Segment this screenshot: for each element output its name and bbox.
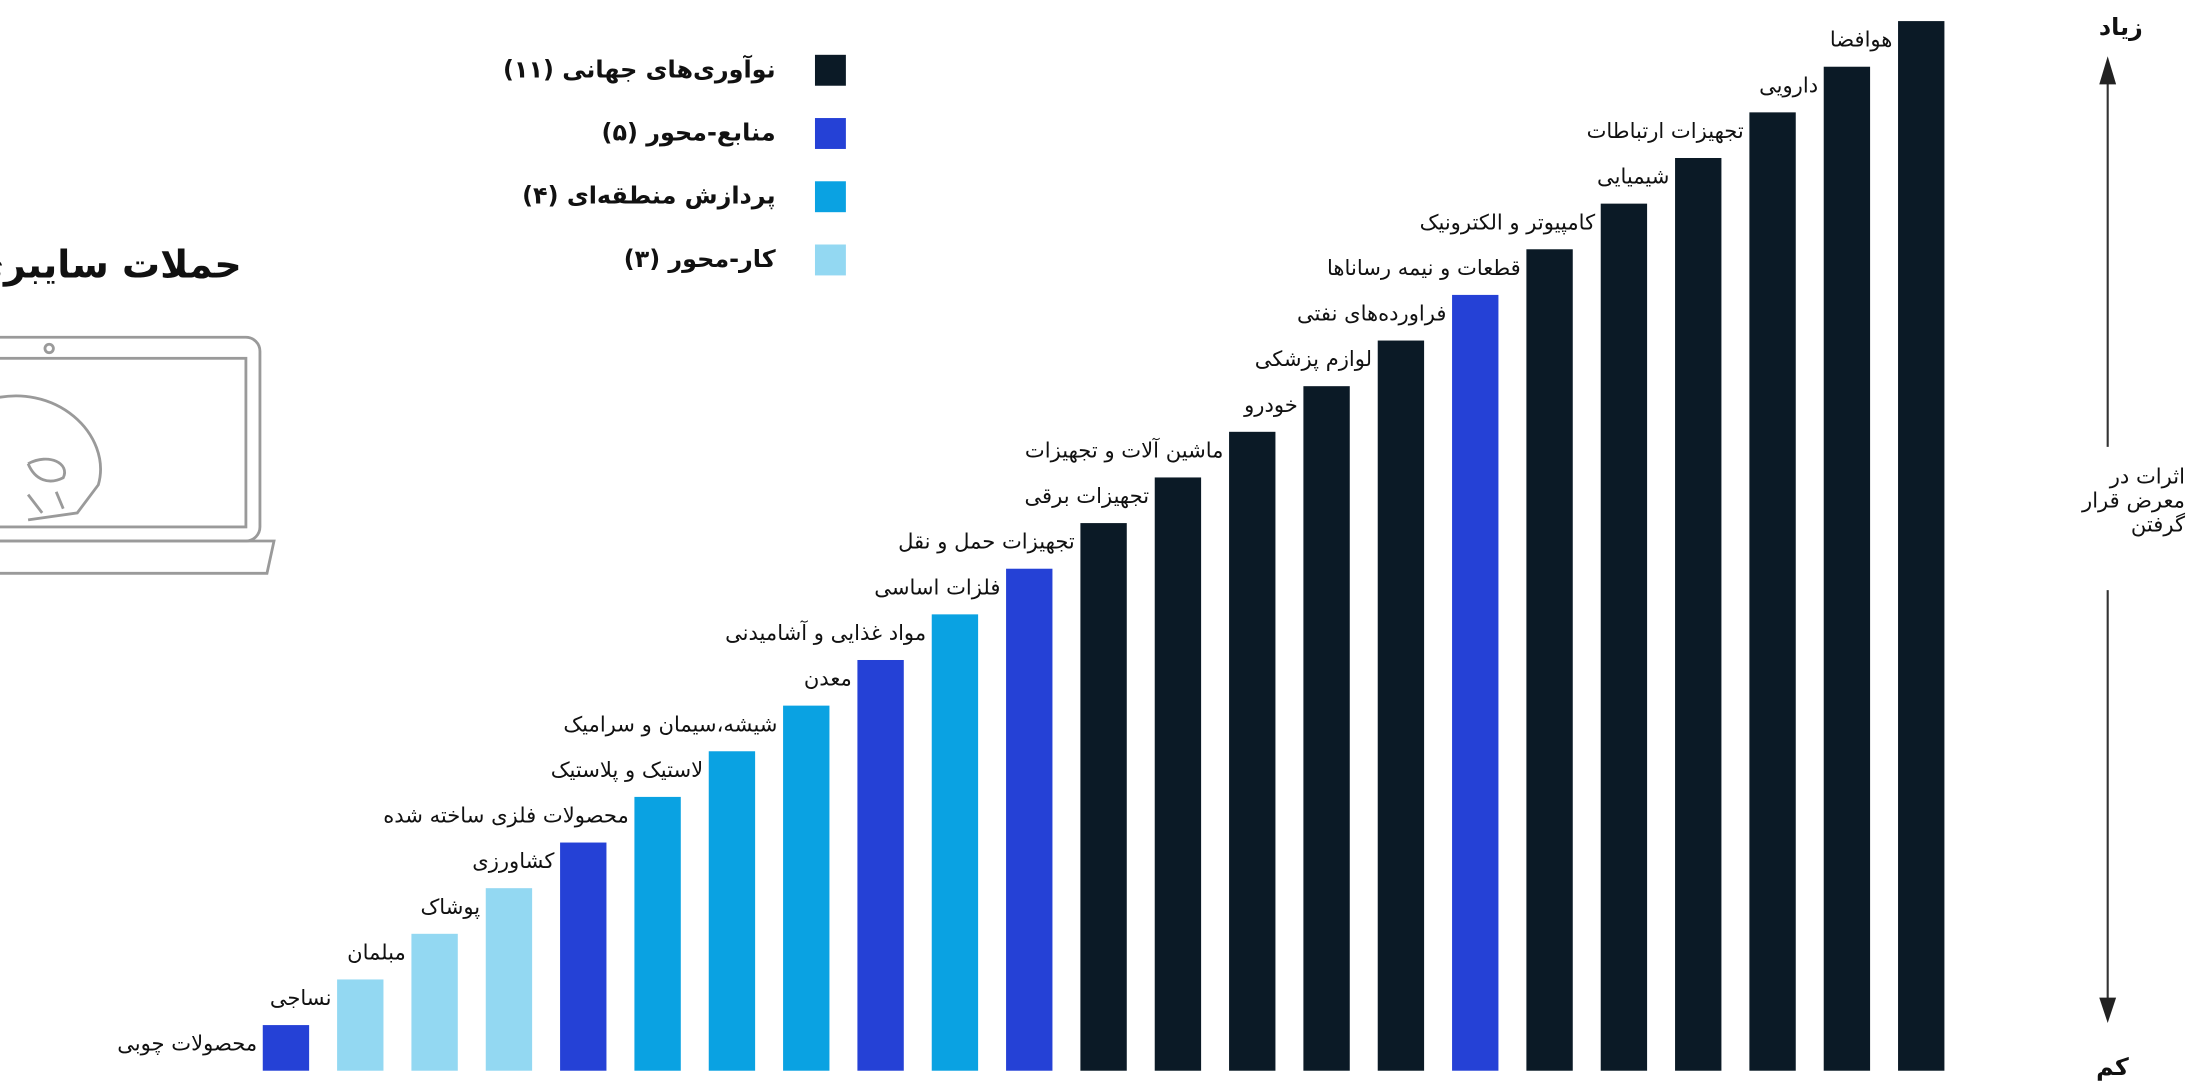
bar — [485, 888, 533, 1071]
bar — [634, 796, 681, 1071]
laptop-icon — [0, 335, 276, 575]
bar-label: خودرو — [1243, 392, 1298, 417]
bar — [337, 979, 384, 1071]
bar-label: شیشه،سیمان و سرامیک — [563, 711, 777, 736]
bar — [1303, 386, 1350, 1071]
bar — [411, 933, 458, 1071]
legend-swatch — [814, 181, 846, 213]
bar — [1749, 112, 1796, 1071]
axis-label: گرفتن — [2131, 512, 2186, 537]
bar-label: مواد غذایی و آشامیدنی — [725, 620, 926, 645]
legend-label: نوآوری‌های جهانی (۱۱) — [503, 54, 776, 83]
bar — [1898, 21, 1945, 1071]
bar-label: معدن — [804, 666, 852, 691]
bar-label: فلزات اساسی — [874, 574, 1000, 599]
axis-top-label: زیاد — [2099, 13, 2143, 41]
bar-label: هوافضا — [1830, 27, 1893, 52]
bar — [1600, 203, 1648, 1071]
bar-label: کامپیوتر و الکترونیک — [1420, 209, 1596, 234]
bar — [1526, 249, 1573, 1071]
legend-label: کار-محور (۳) — [624, 245, 776, 273]
bar-label: ماشین آلات و تجهیزات — [1025, 437, 1224, 462]
legend-swatch — [814, 118, 846, 149]
legend-swatch — [814, 54, 846, 86]
axis-label: اثرات در — [2109, 464, 2185, 489]
axis-bottom-label: کم — [2096, 1053, 2129, 1081]
bar-label: فراورده‌های نفتی — [1297, 301, 1446, 326]
bar — [1377, 340, 1425, 1071]
bar — [1154, 477, 1202, 1071]
bar-label: لاستیک و پلاستیک — [551, 757, 703, 782]
bar — [1452, 294, 1499, 1071]
legend-swatch — [814, 244, 846, 276]
bar — [857, 659, 904, 1071]
axis-label: معرض قرار — [2081, 488, 2185, 513]
legend-label: پردازش منطقه‌ای (۴) — [522, 182, 776, 210]
arrow-head — [2099, 997, 2117, 1023]
bar-label: تجهیزات حمل و نقل — [898, 529, 1075, 554]
bar — [262, 1025, 310, 1071]
bar — [560, 842, 607, 1071]
legend-label: منابع-محور (۵) — [602, 118, 776, 146]
bar — [708, 751, 756, 1071]
bar — [1080, 523, 1127, 1071]
bar-label: شیمیایی — [1597, 164, 1669, 189]
bar-label: دارویی — [1759, 72, 1818, 97]
bar — [1675, 157, 1722, 1071]
bar — [1229, 431, 1276, 1071]
bar-label: تجهیزات برقی — [1024, 483, 1149, 508]
chart-title: حملات سایبری — [0, 242, 242, 286]
bar-label: نساجی — [270, 985, 332, 1010]
bar-label: مبلمان — [347, 939, 406, 964]
bar-label: پوشاک — [420, 894, 480, 919]
bar — [1006, 568, 1053, 1071]
impact-axis — [2099, 56, 2117, 1023]
bar-label: تجهیزات ارتباطات — [1587, 118, 1744, 143]
bar — [931, 614, 979, 1071]
arrow-head — [2099, 56, 2117, 85]
bar-label: قطعات و نیمه رساناها — [1327, 255, 1521, 280]
bar-label: کشاورزی — [472, 848, 555, 873]
bar — [783, 705, 830, 1071]
bar-label: محصولات فلزی ساخته شده — [383, 803, 629, 828]
bar — [1823, 66, 1871, 1071]
bar-label: محصولات چوبی — [117, 1031, 257, 1056]
bar-label: لوازم پزشکی — [1255, 346, 1372, 371]
